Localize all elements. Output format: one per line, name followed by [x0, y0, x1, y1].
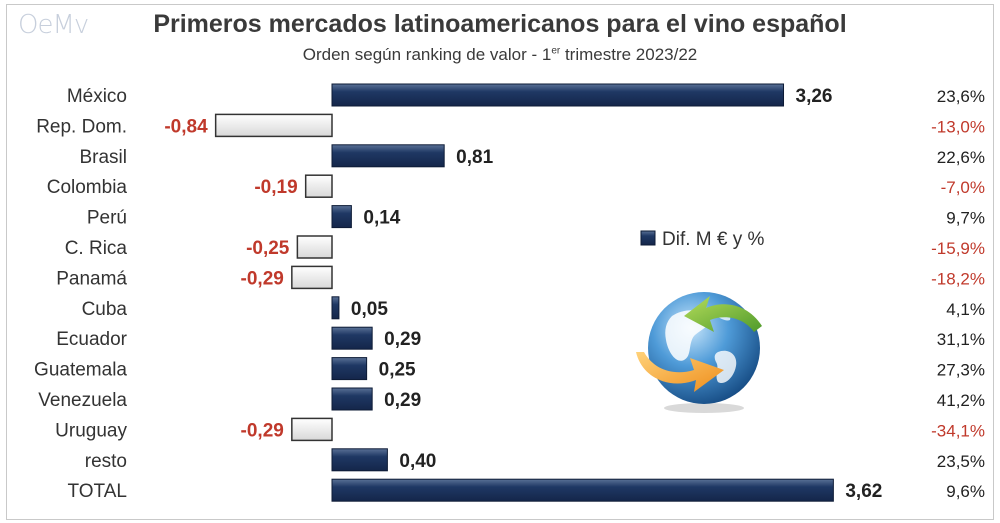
value-label: 0,25 — [379, 360, 416, 381]
bar — [331, 205, 352, 229]
bar — [331, 326, 373, 350]
category-label: C. Rica — [65, 238, 128, 259]
percent-label: 23,5% — [937, 452, 985, 471]
value-label: 3,26 — [796, 86, 833, 107]
category-label: Colombia — [47, 177, 128, 198]
percent-label: -7,0% — [941, 178, 985, 197]
category-label: Venezuela — [38, 390, 127, 411]
category-label: Panamá — [56, 268, 127, 289]
bar — [331, 478, 834, 502]
category-label: Brasil — [79, 147, 127, 168]
value-label: 0,81 — [456, 147, 493, 168]
legend: Dif. M € y % — [640, 229, 765, 250]
legend-swatch — [640, 230, 656, 246]
value-label: 0,14 — [363, 208, 400, 229]
bar — [331, 83, 785, 107]
bar — [331, 357, 368, 381]
percent-label: 4,1% — [946, 300, 985, 319]
bar — [331, 448, 388, 472]
percent-label: 31,1% — [937, 330, 985, 349]
value-label: -0,19 — [254, 177, 297, 198]
bar — [214, 113, 333, 138]
category-label: resto — [85, 451, 127, 472]
bar — [331, 387, 373, 411]
chart-subtitle: Orden según ranking de valor - 1er trime… — [302, 45, 698, 64]
value-label: 0,40 — [399, 451, 436, 472]
bar — [291, 265, 333, 290]
value-label: 0,29 — [384, 329, 421, 350]
legend-label: Dif. M € y % — [662, 229, 765, 250]
percent-label: 22,6% — [937, 148, 985, 167]
category-label: TOTAL — [68, 481, 127, 502]
category-label: México — [67, 86, 127, 107]
bar — [304, 174, 333, 198]
category-label: Uruguay — [55, 420, 127, 441]
category-label: Ecuador — [56, 329, 127, 350]
bar — [296, 235, 333, 259]
value-label: -0,84 — [164, 116, 208, 137]
percent-label: -18,2% — [931, 269, 985, 288]
value-label: 3,62 — [845, 481, 882, 502]
percent-label: -13,0% — [931, 117, 985, 136]
oemv-logo: OeMv — [18, 10, 89, 40]
value-label: -0,29 — [241, 420, 284, 441]
chart-title: Primeros mercados latinoamericanos para … — [153, 10, 847, 38]
bar — [331, 296, 340, 320]
percent-label: 23,6% — [937, 87, 985, 106]
percent-label: -15,9% — [931, 239, 985, 258]
category-label: Rep. Dom. — [36, 116, 127, 137]
percent-label: 41,2% — [937, 391, 985, 410]
category-label: Cuba — [82, 299, 128, 320]
percent-label: -34,1% — [931, 421, 985, 440]
percent-label: 27,3% — [937, 361, 985, 380]
value-label: -0,29 — [241, 268, 284, 289]
percent-label: 9,7% — [946, 209, 985, 228]
globe-icon — [636, 292, 762, 413]
value-label: 0,05 — [351, 299, 388, 320]
value-label: 0,29 — [384, 390, 421, 411]
bar — [331, 144, 445, 168]
percent-label: 9,6% — [946, 482, 985, 501]
bar — [291, 417, 333, 442]
category-label: Perú — [87, 208, 127, 229]
value-label: -0,25 — [246, 238, 290, 259]
category-label: Guatemala — [34, 360, 127, 381]
